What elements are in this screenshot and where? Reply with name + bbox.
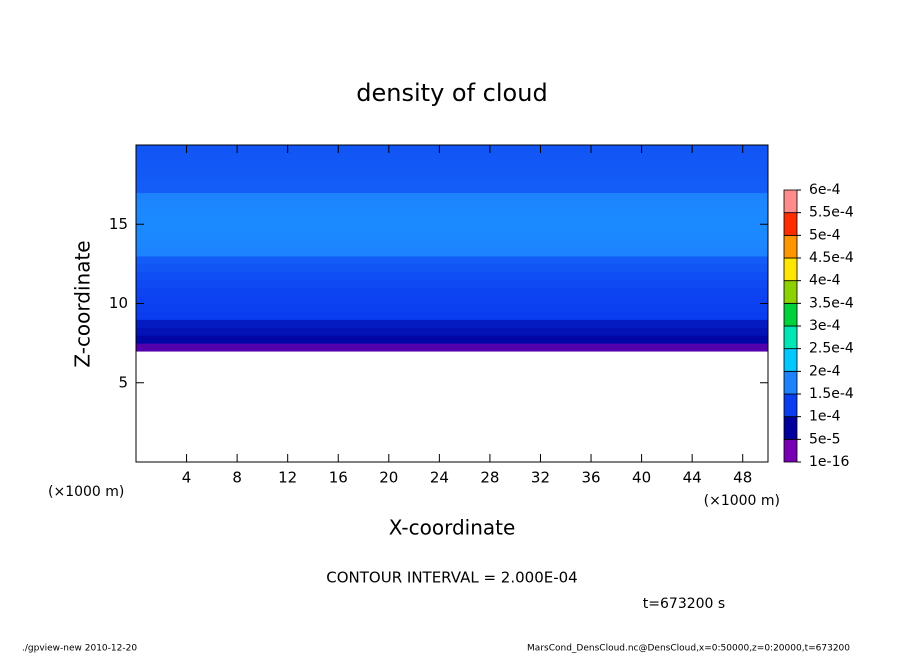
colorbar-box [783,438,798,463]
x-tick-label: 4 [182,469,192,487]
field-cell [136,295,768,304]
x-tick-label: 40 [632,469,651,487]
field-cell [136,208,768,217]
colorbar-box [783,348,798,372]
colorbar-box [783,212,798,236]
footer: ./gpview-new 2010-12-20 [22,644,137,654]
colorbar-box [783,257,798,282]
field-cell [136,303,768,312]
contour-note: CONTOUR INTERVAL = 2.000E-04 [326,569,577,587]
field-cell [136,145,768,154]
colorbar-label: 5e-5 [809,431,840,447]
y-tick-label: 15 [109,215,128,233]
field-cell [136,232,768,241]
x-tick-label: 16 [329,469,348,487]
x-tick-label: 44 [683,469,702,487]
y-tick-label: 10 [109,294,128,312]
colorbar-label: 1.5e-4 [809,386,854,402]
x-tick-label: 36 [581,469,600,487]
colorbar-box [783,416,798,440]
field-cell [136,311,768,320]
field-cell [136,184,768,194]
y-axis-label: Z-coordinate [71,240,95,367]
x-tick-label: 20 [379,469,398,487]
colorbar-label: 4e-4 [809,273,841,289]
field-cell [136,176,768,186]
colorbar-label: 3.5e-4 [809,295,854,311]
field-cell [136,200,768,209]
colorbar-label: 5e-4 [809,227,841,243]
colorbar-box [783,189,798,214]
field-cell [136,335,768,344]
field-cell [136,216,768,225]
x-unit-label: (×1000 m) [48,484,124,500]
field-cell [136,240,768,249]
y-tick-label: 5 [118,373,128,391]
colorbar-box [783,325,798,350]
field-cell [136,152,768,162]
field-cell [136,168,768,178]
field-cell [136,160,768,170]
footer: MarsCond_DensCloud.nc@DensCloud,x=0:5000… [527,644,850,654]
colorbar-box [783,370,798,395]
colorbar-label: 1e-4 [809,409,841,425]
field-cell [136,271,768,281]
colorbar-box [783,234,798,259]
x-tick-label: 24 [430,469,449,487]
x-unit-label: (×1000 m) [704,493,780,509]
field-cell [136,287,768,297]
x-tick-label: 28 [480,469,499,487]
field-cell [136,343,768,352]
colorbar-label: 1e-16 [809,454,849,470]
chart-title: density of cloud [356,79,547,107]
field-cell [136,279,768,289]
colorbar-label: 4.5e-4 [809,250,854,266]
colorbar-box [783,302,798,327]
field-cell [136,224,768,233]
colorbar-label: 6e-4 [809,182,841,198]
time-label: t=673200 s [643,596,725,612]
colorbar-box [783,280,798,304]
colorbar-label: 5.5e-4 [809,205,854,221]
x-tick-label: 32 [531,469,550,487]
field-cell [136,319,768,328]
colorbar-box [783,393,798,418]
colorbar-label: 2e-4 [809,363,841,379]
x-tick-label: 12 [278,469,297,487]
colorbar-label: 3e-4 [809,318,841,334]
field-cell [136,192,768,201]
x-tick-label: 8 [232,469,242,487]
colorbar-label: 2.5e-4 [809,341,854,357]
field-cell [136,263,768,273]
x-axis-label: X-coordinate [389,516,516,540]
field-cell [136,255,768,265]
field-cell [136,248,768,257]
x-tick-label: 48 [733,469,752,487]
field-cell [136,327,768,336]
